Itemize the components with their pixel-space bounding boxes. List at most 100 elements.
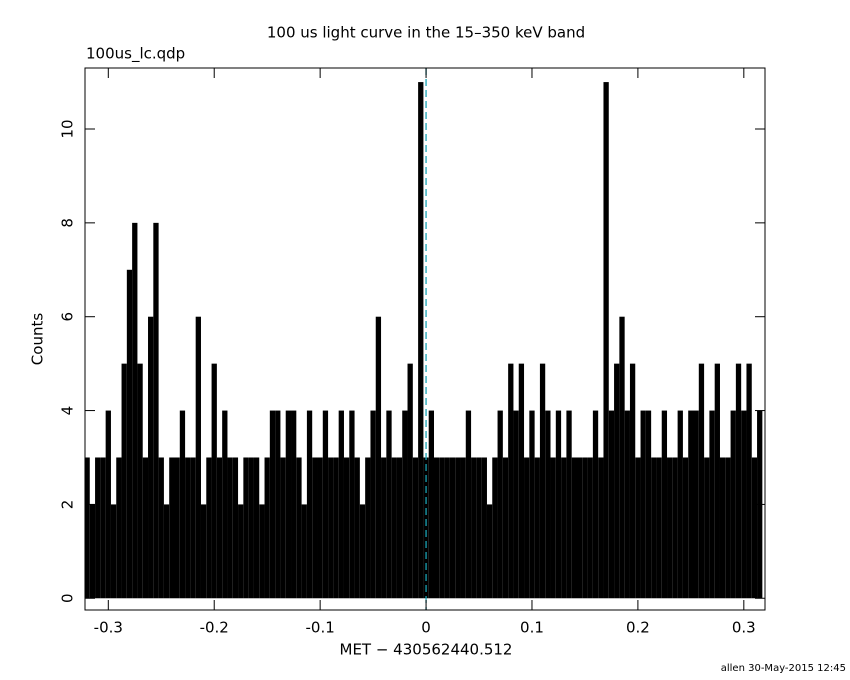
bar: [174, 457, 180, 599]
bar: [200, 504, 207, 599]
bar: [640, 410, 646, 599]
bar: [539, 363, 546, 599]
bar: [375, 316, 382, 599]
bar: [645, 410, 652, 599]
bar: [179, 410, 186, 599]
bar: [545, 410, 551, 599]
bar: [465, 410, 472, 599]
bar: [730, 410, 736, 599]
bar: [84, 457, 90, 599]
bar: [296, 457, 302, 599]
bar: [751, 457, 758, 599]
x-axis-label: MET − 430562440.512: [340, 641, 513, 659]
bar: [550, 457, 556, 599]
bar: [529, 410, 535, 599]
bar: [343, 457, 350, 599]
y-tick-label: 8: [59, 218, 77, 228]
bar: [100, 457, 106, 599]
bar: [582, 457, 588, 599]
bar: [402, 410, 408, 599]
bar: [656, 457, 662, 599]
plot-frame: [84, 67, 766, 611]
bar: [502, 457, 509, 599]
bar: [169, 457, 175, 599]
bar: [481, 457, 487, 599]
x-tick-label: 0.3: [732, 619, 756, 637]
bar: [259, 504, 265, 599]
y-axis-label: Counts: [29, 313, 47, 366]
bar: [280, 457, 286, 599]
bar: [534, 457, 540, 599]
bar: [434, 457, 440, 599]
y-tick-label: 2: [59, 500, 77, 510]
bar: [698, 363, 705, 599]
bar: [89, 504, 96, 599]
bar: [497, 410, 503, 599]
bar: [566, 410, 572, 599]
x-tick-label: 0: [421, 619, 431, 637]
bar: [243, 457, 249, 599]
bar: [185, 457, 191, 599]
bar: [571, 457, 577, 599]
bar: [439, 457, 445, 599]
bar: [301, 504, 307, 599]
bar: [381, 457, 387, 599]
bar: [153, 222, 159, 599]
bar: [682, 457, 689, 599]
bar: [455, 457, 461, 599]
bar: [709, 410, 715, 599]
x-tick-label: 0.1: [520, 619, 544, 637]
bar: [524, 457, 530, 599]
bar: [651, 457, 657, 599]
y-tick-label: 6: [59, 312, 77, 322]
bar: [370, 410, 376, 599]
bar: [163, 504, 170, 599]
bar: [476, 457, 482, 599]
bar: [110, 504, 117, 599]
bar: [158, 457, 164, 599]
bar: [211, 363, 217, 599]
bar: [688, 410, 694, 599]
footer: allen 30-May-2015 12:45: [721, 663, 846, 674]
x-tick-label: -0.2: [200, 619, 229, 637]
bar: [714, 363, 720, 599]
bar: [195, 316, 201, 599]
bar: [423, 457, 429, 599]
y-tick-label: 0: [59, 593, 77, 603]
bar: [471, 457, 477, 599]
bar: [661, 410, 668, 599]
bar: [238, 504, 244, 599]
bar: [227, 457, 233, 599]
bar: [264, 457, 270, 599]
bar: [338, 410, 344, 599]
bar: [460, 457, 466, 599]
chart-subtitle: 100us_lc.qdp: [86, 45, 185, 64]
bar: [126, 269, 133, 599]
x-tick-label: -0.1: [305, 619, 334, 637]
bar: [232, 457, 239, 599]
bar: [269, 410, 276, 599]
bar: [312, 457, 318, 599]
bar: [116, 457, 122, 599]
bar: [624, 410, 630, 599]
x-tick-label: -0.3: [94, 619, 123, 637]
bar: [190, 457, 196, 599]
bar: [418, 82, 424, 599]
bar: [148, 316, 154, 599]
bar: [412, 457, 419, 599]
x-tick-label: 0.2: [626, 619, 650, 637]
bar: [354, 457, 360, 599]
bar: [587, 457, 593, 599]
bar: [317, 457, 323, 599]
bar: [391, 457, 397, 599]
bar: [719, 457, 726, 599]
bar: [137, 363, 143, 599]
bar: [555, 410, 562, 599]
bar: [741, 410, 747, 599]
bar: [672, 457, 678, 599]
y-tick-label: 10: [59, 119, 77, 138]
bar: [449, 457, 456, 599]
bar: [614, 363, 620, 599]
bar: [222, 410, 228, 599]
